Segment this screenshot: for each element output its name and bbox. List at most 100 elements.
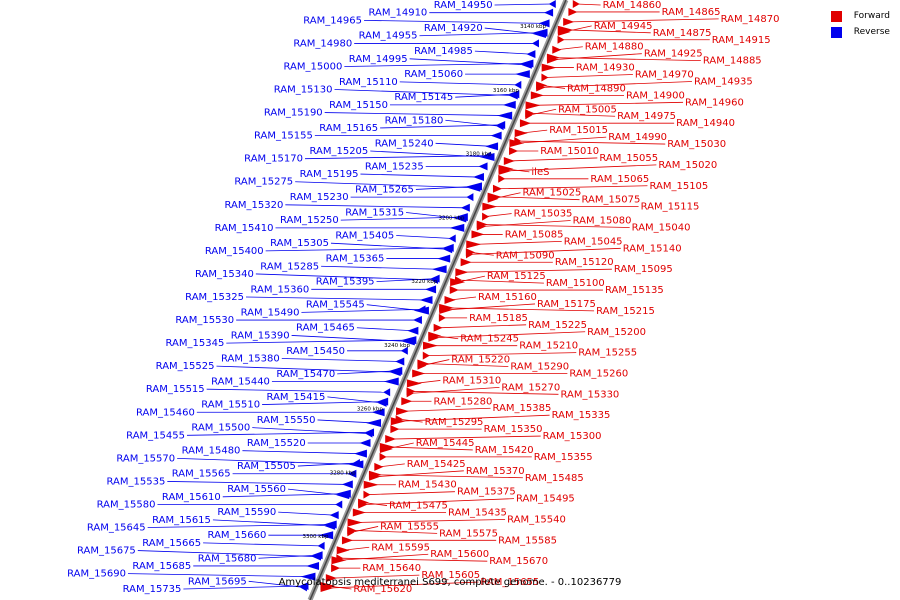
reverse-gene-label[interactable]: RAM_15400 [205, 246, 264, 257]
reverse-gene-label[interactable]: RAM_15180 [385, 115, 444, 126]
forward-gene-label[interactable]: RAM_15420 [475, 445, 534, 456]
forward-gene-label[interactable]: RAM_15600 [430, 549, 489, 560]
forward-gene-label[interactable]: RAM_14960 [685, 97, 744, 108]
forward-gene-label[interactable]: RAM_15495 [516, 494, 575, 505]
forward-gene-label[interactable]: RAM_15245 [460, 334, 519, 345]
reverse-gene-label[interactable]: RAM_15325 [185, 292, 244, 303]
forward-gene-label[interactable]: RAM_14865 [662, 7, 721, 18]
forward-gene-label[interactable]: RAM_15575 [439, 528, 498, 539]
forward-gene-label[interactable]: RAM_15045 [564, 236, 623, 247]
forward-gene-label[interactable]: RAM_15095 [614, 264, 673, 275]
reverse-gene-label[interactable]: RAM_15235 [365, 161, 424, 172]
reverse-gene-label[interactable]: RAM_15315 [345, 207, 404, 218]
forward-gene-label[interactable]: RAM_14875 [653, 28, 712, 39]
reverse-gene-label[interactable]: RAM_15455 [126, 430, 185, 441]
forward-gene-label[interactable]: RAM_15485 [525, 473, 584, 484]
forward-gene-label[interactable]: RAM_15090 [496, 250, 555, 261]
forward-gene-label[interactable]: RAM_15300 [543, 431, 602, 442]
forward-gene-label[interactable]: RAM_15120 [555, 257, 614, 268]
forward-gene-label[interactable]: RAM_15295 [425, 417, 484, 428]
forward-gene-label[interactable]: RAM_15370 [466, 466, 525, 477]
forward-gene-label[interactable]: RAM_14935 [694, 76, 753, 87]
reverse-gene-label[interactable]: RAM_15450 [286, 346, 345, 357]
forward-gene-label[interactable]: RAM_15030 [667, 139, 726, 150]
forward-gene-label[interactable]: RAM_15655 [480, 577, 539, 588]
reverse-gene-label[interactable]: RAM_15165 [319, 123, 378, 134]
reverse-gene-label[interactable]: RAM_15380 [221, 353, 280, 364]
forward-gene-label[interactable]: RAM_15100 [546, 278, 605, 289]
reverse-gene-label[interactable]: RAM_15460 [136, 407, 195, 418]
forward-gene-label[interactable]: RAM_15225 [528, 320, 587, 331]
reverse-gene-label[interactable]: RAM_14955 [359, 31, 418, 42]
reverse-gene-label[interactable]: RAM_15390 [231, 330, 290, 341]
reverse-gene-label[interactable]: RAM_15645 [87, 523, 146, 534]
reverse-gene-label[interactable]: RAM_15545 [306, 300, 365, 311]
forward-gene-label[interactable]: RAM_14990 [608, 132, 667, 143]
forward-gene-label[interactable]: RAM_15075 [582, 195, 641, 206]
forward-gene-label[interactable]: ileS [531, 167, 549, 178]
forward-gene-label[interactable]: RAM_15115 [641, 202, 700, 213]
forward-gene-label[interactable]: RAM_15290 [510, 362, 569, 373]
forward-gene-label[interactable]: RAM_15255 [578, 348, 637, 359]
forward-gene-label[interactable]: RAM_15035 [514, 209, 573, 220]
reverse-gene-label[interactable]: RAM_15190 [264, 108, 323, 119]
reverse-gene-label[interactable]: RAM_15610 [162, 492, 221, 503]
forward-gene-label[interactable]: RAM_15430 [398, 480, 457, 491]
forward-gene-label[interactable]: RAM_15540 [507, 514, 566, 525]
forward-gene-label[interactable]: RAM_14940 [676, 118, 735, 129]
forward-gene-label[interactable]: RAM_15350 [484, 424, 543, 435]
reverse-gene-label[interactable]: RAM_15240 [375, 138, 434, 149]
reverse-gene-label[interactable]: RAM_15340 [195, 269, 254, 280]
forward-gene-label[interactable]: RAM_14900 [626, 90, 685, 101]
reverse-gene-label[interactable]: RAM_15580 [97, 499, 156, 510]
forward-gene-label[interactable]: RAM_15355 [534, 452, 593, 463]
reverse-gene-label[interactable]: RAM_15345 [166, 338, 225, 349]
reverse-gene-label[interactable]: RAM_15110 [339, 77, 398, 88]
forward-gene-label[interactable]: RAM_15595 [371, 542, 430, 553]
reverse-gene-label[interactable]: RAM_15695 [188, 576, 247, 587]
forward-gene-label[interactable]: RAM_15040 [632, 222, 691, 233]
reverse-gene-label[interactable]: RAM_15285 [260, 261, 319, 272]
reverse-gene-label[interactable]: RAM_15480 [182, 446, 241, 457]
forward-gene-label[interactable]: RAM_15010 [540, 146, 599, 157]
reverse-gene-label[interactable]: RAM_15530 [175, 315, 234, 326]
reverse-gene-label[interactable]: RAM_15320 [225, 200, 284, 211]
forward-gene-label[interactable]: RAM_15335 [552, 410, 611, 421]
reverse-gene-label[interactable]: RAM_15660 [208, 530, 267, 541]
reverse-gene-label[interactable]: RAM_14985 [414, 46, 473, 57]
reverse-gene-label[interactable]: RAM_15735 [123, 584, 182, 595]
reverse-gene-label[interactable]: RAM_15275 [234, 177, 293, 188]
reverse-gene-label[interactable]: RAM_15000 [284, 61, 343, 72]
reverse-gene-label[interactable]: RAM_15500 [191, 423, 250, 434]
reverse-gene-label[interactable]: RAM_14920 [424, 23, 483, 34]
reverse-gene-label[interactable]: RAM_15405 [335, 231, 394, 242]
reverse-gene-label[interactable]: RAM_15415 [267, 392, 326, 403]
forward-gene-label[interactable]: RAM_15375 [457, 487, 516, 498]
forward-gene-label[interactable]: RAM_14885 [703, 56, 762, 67]
reverse-gene-label[interactable]: RAM_15155 [254, 131, 313, 142]
forward-gene-label[interactable]: RAM_15015 [549, 125, 608, 136]
reverse-gene-label[interactable]: RAM_15230 [290, 192, 349, 203]
reverse-gene-label[interactable]: RAM_15360 [250, 284, 309, 295]
reverse-gene-label[interactable]: RAM_15170 [244, 154, 303, 165]
forward-gene-label[interactable]: RAM_15160 [478, 292, 537, 303]
forward-gene-label[interactable]: RAM_15435 [448, 508, 507, 519]
forward-gene-label[interactable]: RAM_15140 [623, 243, 682, 254]
forward-gene-label[interactable]: RAM_14930 [576, 63, 635, 74]
reverse-gene-label[interactable]: RAM_14995 [349, 54, 408, 65]
reverse-gene-label[interactable]: RAM_15680 [198, 553, 257, 564]
reverse-gene-label[interactable]: RAM_15690 [67, 569, 126, 580]
forward-gene-label[interactable]: RAM_15200 [587, 327, 646, 338]
forward-gene-label[interactable]: RAM_15620 [353, 584, 412, 595]
forward-gene-label[interactable]: RAM_15210 [519, 341, 578, 352]
reverse-gene-label[interactable]: RAM_15250 [280, 215, 339, 226]
forward-gene-label[interactable]: RAM_15385 [493, 403, 552, 414]
reverse-gene-label[interactable]: RAM_14950 [434, 0, 493, 11]
reverse-gene-label[interactable]: RAM_15535 [106, 476, 165, 487]
reverse-gene-label[interactable]: RAM_15410 [215, 223, 274, 234]
forward-gene-label[interactable]: RAM_15065 [590, 174, 649, 185]
forward-gene-label[interactable]: RAM_15135 [605, 285, 664, 296]
forward-gene-label[interactable]: RAM_15670 [489, 556, 548, 567]
reverse-gene-label[interactable]: RAM_14965 [303, 15, 362, 26]
forward-gene-label[interactable]: RAM_14925 [644, 49, 703, 60]
